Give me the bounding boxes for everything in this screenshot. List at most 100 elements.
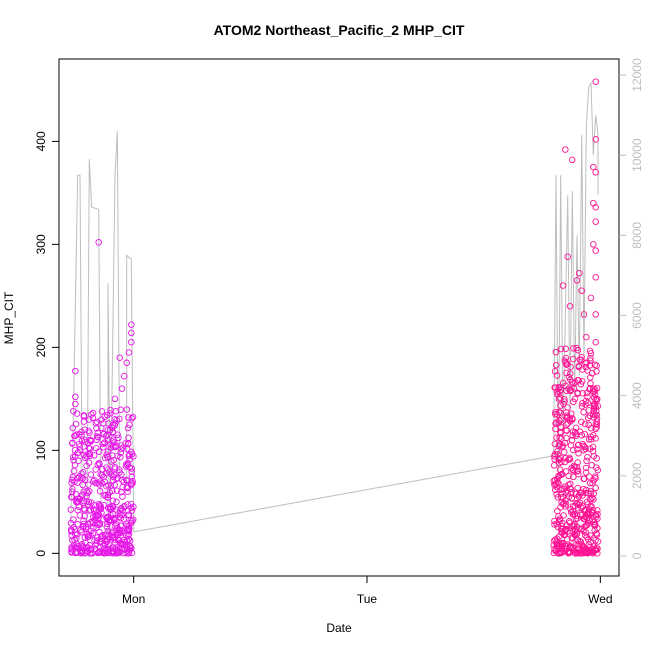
data-point [93, 425, 100, 432]
data-point [571, 510, 579, 518]
data-point [560, 485, 568, 492]
data-point [117, 511, 124, 518]
data-point [582, 529, 590, 536]
data-point [558, 458, 565, 466]
data-point [80, 488, 87, 496]
data-point [83, 487, 90, 495]
data-point [555, 473, 562, 480]
data-point [111, 395, 119, 403]
data-point [587, 385, 594, 392]
data-point [96, 505, 104, 512]
data-point [590, 452, 598, 460]
y-right-tick-label: 12000 [630, 58, 644, 92]
data-point [573, 548, 580, 556]
data-point [128, 507, 136, 514]
data-point [73, 499, 81, 506]
data-point [72, 400, 79, 408]
data-point [555, 513, 562, 520]
data-point [98, 535, 105, 542]
data-point [592, 338, 599, 346]
data-point [108, 458, 115, 465]
data-point [578, 353, 585, 361]
data-point [593, 368, 600, 375]
data-point [573, 523, 581, 531]
data-point [129, 517, 136, 525]
data-point [575, 441, 582, 449]
data-point [593, 411, 601, 419]
data-point [551, 521, 558, 528]
data-point [584, 453, 591, 461]
data-point [73, 410, 81, 417]
data-point [587, 424, 595, 432]
data-point [116, 354, 123, 361]
y-left-tick-label: 100 [34, 440, 48, 460]
data-point [91, 452, 98, 459]
data-point [554, 390, 561, 398]
data-point [557, 486, 565, 493]
data-point [551, 368, 559, 375]
y-axis-label: MHP_CIT [2, 291, 16, 344]
data-point [99, 440, 106, 448]
y-right-tick-label: 10000 [630, 138, 644, 172]
data-point [87, 532, 94, 539]
data-point [584, 501, 591, 508]
plot-frame [58, 58, 620, 577]
data-point [553, 434, 560, 441]
secondary-line [70, 81, 599, 534]
data-point [100, 549, 107, 556]
data-point [552, 536, 559, 543]
y-left-tick-label: 0 [34, 550, 48, 557]
data-point [587, 374, 594, 381]
data-point [575, 362, 583, 370]
data-point [592, 484, 599, 492]
data-point [574, 445, 581, 453]
data-point [111, 439, 118, 446]
data-point [578, 356, 585, 364]
data-point [553, 372, 561, 379]
data-point [96, 502, 103, 509]
data-point [573, 530, 581, 538]
data-point [81, 550, 89, 557]
data-point [569, 544, 577, 552]
data-point [584, 489, 592, 497]
data-point [115, 434, 122, 442]
data-point [103, 523, 111, 531]
data-point [80, 412, 88, 419]
data-point [589, 479, 596, 487]
data-point [123, 406, 131, 413]
data-point [90, 507, 98, 514]
data-point [552, 348, 560, 356]
data-point [103, 531, 110, 538]
data-point [589, 506, 597, 514]
data-point [125, 414, 132, 421]
data-point [76, 443, 83, 450]
data-point [559, 442, 566, 449]
data-point [592, 136, 599, 143]
data-point [564, 535, 571, 543]
data-point [583, 514, 591, 522]
data-point [562, 503, 569, 510]
scatter-points [67, 78, 602, 557]
data-point [568, 488, 575, 496]
data-point [93, 433, 101, 440]
data-point [579, 492, 586, 499]
data-point [124, 424, 132, 432]
data-point [74, 479, 81, 486]
data-point [563, 426, 570, 434]
data-point [121, 538, 128, 546]
data-point [574, 549, 582, 557]
data-point [123, 460, 130, 468]
data-point [129, 480, 136, 487]
data-point [127, 545, 135, 552]
data-point [68, 545, 76, 553]
data-point [98, 408, 106, 415]
data-point [78, 437, 86, 445]
data-point [584, 393, 591, 401]
data-point [124, 439, 132, 447]
data-point [126, 546, 134, 554]
data-point [581, 420, 589, 428]
data-point [125, 349, 133, 356]
data-point [568, 437, 576, 444]
data-point [100, 420, 107, 427]
data-point [109, 548, 116, 556]
